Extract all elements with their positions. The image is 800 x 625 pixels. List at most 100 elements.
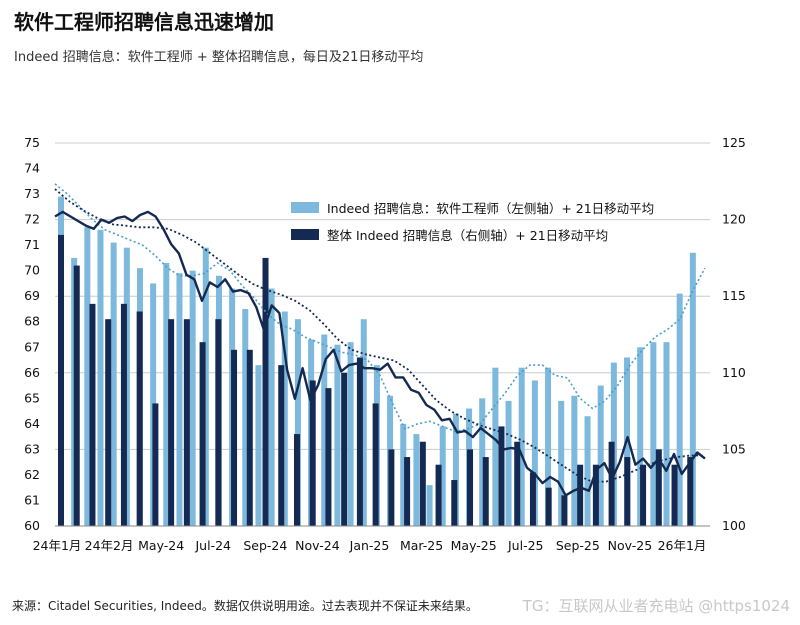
left-axis-tick-label: 63 [24, 441, 40, 456]
axes: 60 61 62 63 64 65 66 67 68 69 70 71 72 73 74 75 100 105 11… [24, 135, 746, 553]
bar-overall [309, 380, 316, 526]
bar-overall [199, 342, 206, 526]
bar-software-engineer [558, 400, 565, 526]
watermark-text: TG：互联网从业者充电站 @https1024 [522, 597, 790, 615]
bar-software-engineer [452, 413, 459, 526]
bar-overall [671, 464, 678, 526]
right-axis-tick-label: 120 [722, 212, 746, 227]
bar-software-engineer [479, 398, 486, 526]
bar-overall [608, 441, 615, 526]
bar-software-engineer [571, 395, 578, 526]
chart-subtitle: Indeed 招聘信息：软件工程师 + 整体招聘信息，每日及21日移动平均 [14, 50, 424, 65]
bar-overall [73, 265, 80, 526]
x-axis-tick-label: Nov-25 [608, 538, 652, 553]
bar-overall [514, 441, 521, 526]
left-axis-tick-label: 75 [24, 135, 40, 150]
bar-software-engineer [321, 334, 328, 526]
bar-software-engineer [163, 263, 170, 526]
bar-software-engineer [202, 247, 209, 527]
bar-software-engineer [281, 311, 288, 526]
left-axis-tick-label: 60 [24, 518, 40, 533]
bar-overall [419, 441, 426, 526]
bar-software-engineer [637, 347, 644, 526]
bar-overall [624, 457, 631, 526]
bar-overall [467, 449, 474, 526]
left-axis-tick-label: 68 [24, 314, 40, 329]
x-axis-tick-label: Mar-25 [400, 538, 443, 553]
bar-overall [293, 434, 300, 526]
bar-overall [577, 464, 584, 526]
bar-overall [325, 388, 332, 526]
bar-software-engineer [689, 252, 696, 526]
series-lines [54, 183, 706, 497]
x-axis-tick-label: Sep-25 [556, 538, 600, 553]
bar-overall [435, 464, 442, 526]
legend-swatch-software-engineer [291, 202, 319, 213]
chart-title: 软件工程师招聘信息迅速增加 [14, 10, 274, 34]
left-axis-tick-label: 64 [24, 416, 40, 431]
right-axis-tick-label: 125 [722, 135, 746, 150]
bar-software-engineer [268, 288, 275, 526]
left-axis-tick-label: 71 [24, 237, 40, 252]
left-axis-tick-label: 61 [24, 492, 40, 507]
bar-overall [592, 464, 599, 526]
bar-overall [168, 319, 175, 526]
overall-ma-line [54, 188, 705, 483]
bar-overall [640, 464, 647, 526]
bar-software-engineer [294, 319, 301, 526]
right-axis-tick-label: 110 [722, 365, 746, 380]
bar-overall [545, 487, 552, 526]
bar-software-engineer [84, 227, 91, 526]
overall-postings-bars [58, 234, 694, 527]
bar-overall [183, 319, 190, 526]
bar-software-engineer [505, 400, 512, 526]
software-engineer-ma-line [54, 183, 706, 433]
left-axis-tick-label: 65 [24, 390, 40, 405]
bar-overall [341, 372, 348, 526]
bar-software-engineer [360, 319, 367, 526]
bar-software-engineer [97, 229, 104, 526]
bar-overall [356, 357, 363, 526]
x-axis-tick-label: 24年1月 [33, 538, 82, 553]
x-axis-tick-label: Sep-24 [243, 538, 287, 553]
bar-software-engineer [347, 342, 354, 526]
overall-daily-line [54, 210, 706, 497]
bar-overall [404, 457, 411, 526]
x-axis-tick-label: 26年1月 [658, 538, 707, 553]
right-axis-tick-label: 115 [722, 288, 746, 303]
bar-software-engineer [545, 367, 552, 526]
x-axis-tick-label: Jul-24 [195, 538, 232, 553]
bar-software-engineer [255, 365, 262, 526]
source-note: 来源：Citadel Securities, Indeed。数据仅供说明用途。过… [12, 599, 478, 613]
bar-software-engineer [110, 242, 117, 526]
bar-overall [561, 495, 568, 526]
bar-overall [136, 311, 143, 526]
bar-overall [529, 472, 536, 526]
right-axis-tick-label: 105 [722, 441, 746, 456]
left-axis-tick-label: 73 [24, 186, 40, 201]
bar-overall [498, 426, 505, 526]
bar-software-engineer [400, 423, 407, 526]
bar-software-engineer [176, 273, 183, 526]
bar-software-engineer [439, 426, 446, 526]
bar-software-engineer [242, 308, 249, 526]
bar-software-engineer [518, 367, 525, 526]
bar-software-engineer [597, 385, 604, 526]
legend-swatch-overall [291, 229, 319, 240]
x-axis-tick-label: Jan-25 [349, 538, 390, 553]
bar-software-engineer [663, 342, 670, 526]
legend-label-software-engineer: Indeed 招聘信息：软件工程师（左侧轴）+ 21日移动平均 [327, 201, 654, 216]
bar-software-engineer [584, 416, 591, 526]
x-axis-tick-label: Nov-24 [295, 538, 340, 553]
bar-overall [655, 449, 662, 526]
bar-overall [120, 303, 127, 526]
left-axis-tick-label: 74 [24, 161, 40, 176]
bar-overall [89, 303, 96, 526]
bar-overall [451, 480, 458, 526]
bar-software-engineer [413, 434, 420, 526]
left-axis-tick-label: 72 [24, 212, 40, 227]
left-axis-tick-label: 67 [24, 339, 40, 354]
bar-overall [152, 403, 159, 526]
legend: Indeed 招聘信息：软件工程师（左侧轴）+ 21日移动平均 整体 Indee… [291, 201, 654, 243]
